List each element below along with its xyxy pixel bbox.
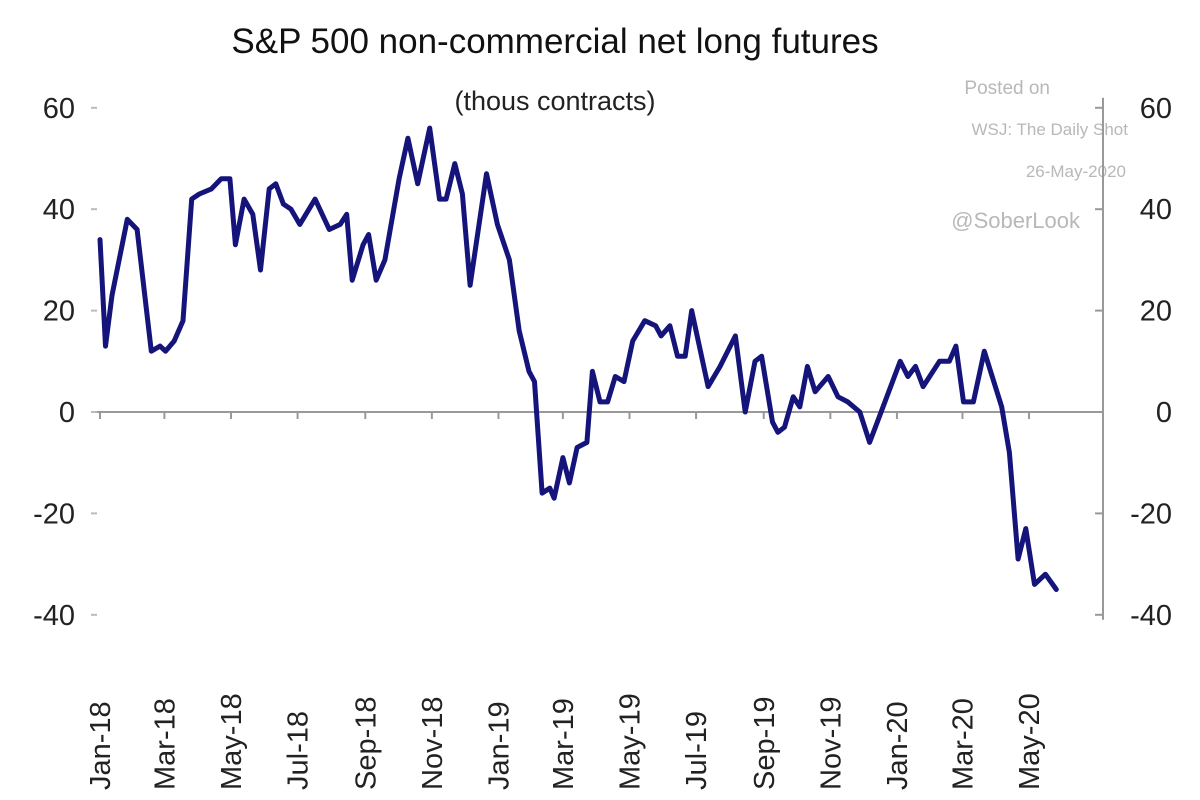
left-y-tick-label: -40	[33, 600, 75, 632]
watermark-handle: @SoberLook	[951, 208, 1080, 233]
left-y-tick-label: -20	[33, 498, 75, 530]
x-tick-label: May-19	[614, 693, 646, 790]
x-tick-label: May-18	[216, 693, 248, 790]
chart-title: S&P 500 non-commercial net long futures	[231, 22, 879, 61]
right-y-tick-label: -40	[1130, 600, 1172, 632]
x-tick-label: Mar-20	[947, 698, 979, 790]
left-y-tick-label: 40	[43, 194, 75, 226]
left-y-tick-label: 60	[43, 93, 75, 125]
net-long-line	[97, 125, 1059, 592]
x-tick-label: Jul-19	[681, 711, 713, 790]
left-y-tick-label: 0	[59, 397, 75, 429]
x-tick-label: Jan-18	[85, 701, 117, 790]
x-tick-label: Sep-18	[350, 696, 382, 790]
x-tick-label: Sep-19	[749, 696, 781, 790]
x-tick-label: May-20	[1014, 693, 1046, 790]
right-y-tick-label: 0	[1156, 397, 1172, 429]
watermark-posted-on: Posted on	[964, 78, 1050, 99]
x-tick-label: Nov-19	[815, 697, 847, 791]
x-tick-label: Mar-19	[548, 698, 580, 790]
x-tick-label: Mar-18	[149, 698, 181, 790]
watermark-source: WSJ: The Daily Shot	[971, 120, 1128, 139]
left-y-tick-label: 20	[43, 296, 75, 328]
right-y-tick-label: 20	[1140, 296, 1172, 328]
x-tick-label: Jan-19	[483, 701, 515, 790]
x-tick-label: Nov-18	[417, 697, 449, 791]
watermark-date: 26-May-2020	[1025, 162, 1126, 181]
chart-subtitle: (thous contracts)	[454, 86, 656, 116]
right-y-tick-label: 40	[1140, 194, 1172, 226]
right-y-tick-label: -20	[1130, 498, 1172, 530]
right-y-tick-label: 60	[1140, 93, 1172, 125]
x-tick-label: Jan-20	[882, 701, 914, 790]
x-tick-label: Jul-18	[283, 711, 315, 790]
